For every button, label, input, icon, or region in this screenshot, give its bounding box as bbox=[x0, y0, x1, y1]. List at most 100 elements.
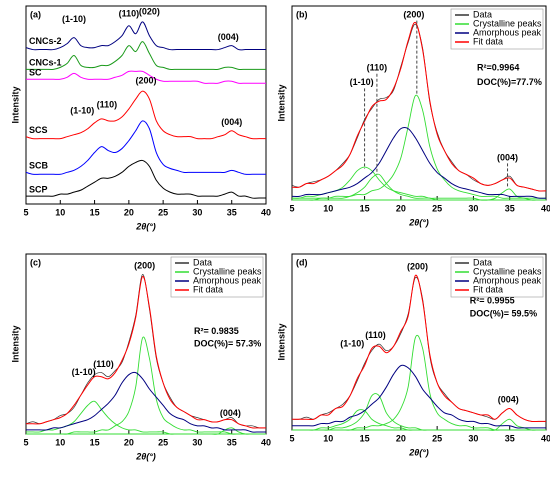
annotation: (1-10) bbox=[340, 339, 364, 349]
data-line bbox=[25, 120, 266, 175]
x-tick-label: 5 bbox=[289, 203, 294, 213]
annotation: (200) bbox=[134, 261, 155, 271]
x-tick-label: 30 bbox=[192, 207, 202, 217]
panel: 5 10 15 20 25 30 35 40 2θ(°) Intensity (a) CNCs-2 CN… bbox=[10, 5, 271, 231]
legend-label: Amorphous peak bbox=[473, 275, 542, 285]
panel-title: (c) bbox=[30, 257, 41, 267]
component-curve bbox=[292, 173, 546, 201]
series-label: SCP bbox=[29, 184, 48, 194]
annotation: R²= 0.9835 bbox=[194, 326, 239, 336]
x-tick-label: 5 bbox=[289, 433, 294, 443]
series-label: CNCs-2 bbox=[29, 36, 62, 46]
x-tick-label: 15 bbox=[360, 433, 370, 443]
x-tick-label: 20 bbox=[396, 433, 406, 443]
legend-label: Fit data bbox=[473, 36, 503, 46]
annotation: (110) bbox=[119, 8, 140, 18]
data-line bbox=[26, 159, 266, 199]
series-label: SCB bbox=[29, 161, 49, 171]
data-line bbox=[291, 21, 547, 192]
series-label: SC bbox=[29, 68, 42, 78]
data-line bbox=[26, 275, 266, 429]
legend-label: Amorphous peak bbox=[193, 275, 262, 285]
plot-frame bbox=[25, 5, 267, 205]
x-tick-label: 40 bbox=[261, 437, 271, 447]
panel: 5 10 15 20 25 30 35 40 2θ(°) Intensity (d) (200) (11… bbox=[276, 253, 550, 457]
x-tick-label: 25 bbox=[432, 433, 442, 443]
data-line bbox=[25, 21, 266, 51]
x-tick-label: 10 bbox=[55, 437, 65, 447]
legend-label: Crystalline peaks bbox=[193, 266, 262, 276]
y-axis-label: Intensity bbox=[276, 84, 286, 121]
x-axis-label: 2θ(°) bbox=[408, 217, 429, 227]
annotation: (110) bbox=[97, 99, 118, 109]
x-axis-label: 2θ(°) bbox=[135, 451, 156, 461]
annotation: (1-10) bbox=[62, 14, 86, 24]
component-curve bbox=[291, 94, 546, 199]
legend-label: Fit data bbox=[473, 284, 503, 294]
annotation: (004) bbox=[221, 117, 242, 127]
x-tick-label: 35 bbox=[227, 437, 237, 447]
annotation: (020) bbox=[139, 6, 160, 16]
x-tick-label: 35 bbox=[505, 203, 515, 213]
x-tick-label: 10 bbox=[55, 207, 65, 217]
annotation: (1-10) bbox=[70, 105, 94, 115]
legend-label: Data bbox=[473, 257, 492, 267]
series-label: CNCs-1 bbox=[29, 58, 62, 68]
panel: 5 10 15 20 25 30 35 40 2θ(°) Intensity (c) (200) (11… bbox=[10, 253, 271, 461]
x-tick-label: 20 bbox=[396, 203, 406, 213]
annotation: (1-10) bbox=[350, 77, 374, 87]
annotation: (200) bbox=[403, 10, 424, 20]
legend-label: Data bbox=[193, 257, 212, 267]
x-tick-label: 25 bbox=[432, 203, 442, 213]
annotation: DOC(%)= 59.5% bbox=[470, 308, 537, 318]
x-tick-label: 5 bbox=[23, 437, 28, 447]
x-tick-label: 25 bbox=[158, 437, 168, 447]
annotation: (004) bbox=[498, 394, 519, 404]
x-tick-label: 10 bbox=[323, 433, 333, 443]
data-line bbox=[26, 41, 266, 71]
x-tick-label: 30 bbox=[468, 203, 478, 213]
data-line bbox=[25, 90, 266, 140]
annotation: (200) bbox=[407, 261, 428, 271]
x-tick-label: 15 bbox=[90, 207, 100, 217]
panel-title: (d) bbox=[296, 257, 308, 267]
component-curve bbox=[292, 188, 546, 201]
data-line bbox=[291, 126, 547, 199]
annotation: DOC(%)= 57.3% bbox=[194, 338, 261, 348]
x-tick-label: 30 bbox=[468, 433, 478, 443]
panel-title: (b) bbox=[296, 9, 308, 19]
annotation: R²= 0.9955 bbox=[470, 296, 515, 306]
x-tick-label: 40 bbox=[541, 203, 550, 213]
x-tick-label: 40 bbox=[261, 207, 271, 217]
y-axis-label: Intensity bbox=[276, 323, 286, 360]
x-tick-label: 20 bbox=[124, 437, 134, 447]
legend-label: Fit data bbox=[193, 284, 223, 294]
legend-label: Data bbox=[473, 9, 492, 19]
panel: 5 10 15 20 25 30 35 40 2θ(°) Intensity (b) (200) (11… bbox=[276, 5, 550, 227]
data-line bbox=[292, 364, 546, 429]
x-tick-label: 35 bbox=[227, 207, 237, 217]
data-line bbox=[25, 274, 267, 429]
x-tick-label: 40 bbox=[541, 433, 550, 443]
annotation: (110) bbox=[365, 330, 386, 340]
annotation: (110) bbox=[367, 63, 388, 73]
legend-label: Crystalline peaks bbox=[473, 18, 542, 28]
data-line bbox=[25, 70, 266, 84]
x-axis-label: 2θ(°) bbox=[408, 447, 429, 457]
x-axis-label: 2θ(°) bbox=[135, 221, 156, 231]
panel-title: (a) bbox=[30, 9, 41, 19]
x-tick-label: 25 bbox=[158, 207, 168, 217]
x-tick-label: 5 bbox=[23, 207, 28, 217]
annotation: (004) bbox=[497, 152, 518, 162]
y-axis-label: Intensity bbox=[10, 86, 20, 123]
x-tick-label: 15 bbox=[360, 203, 370, 213]
data-line bbox=[25, 371, 266, 433]
x-tick-label: 15 bbox=[90, 437, 100, 447]
annotation: DOC(%)=77.7% bbox=[477, 77, 542, 87]
data-line bbox=[292, 274, 546, 423]
legend-label: Crystalline peaks bbox=[473, 266, 542, 276]
y-axis-label: Intensity bbox=[10, 325, 20, 362]
annotation: (004) bbox=[220, 408, 241, 418]
x-tick-label: 10 bbox=[323, 203, 333, 213]
